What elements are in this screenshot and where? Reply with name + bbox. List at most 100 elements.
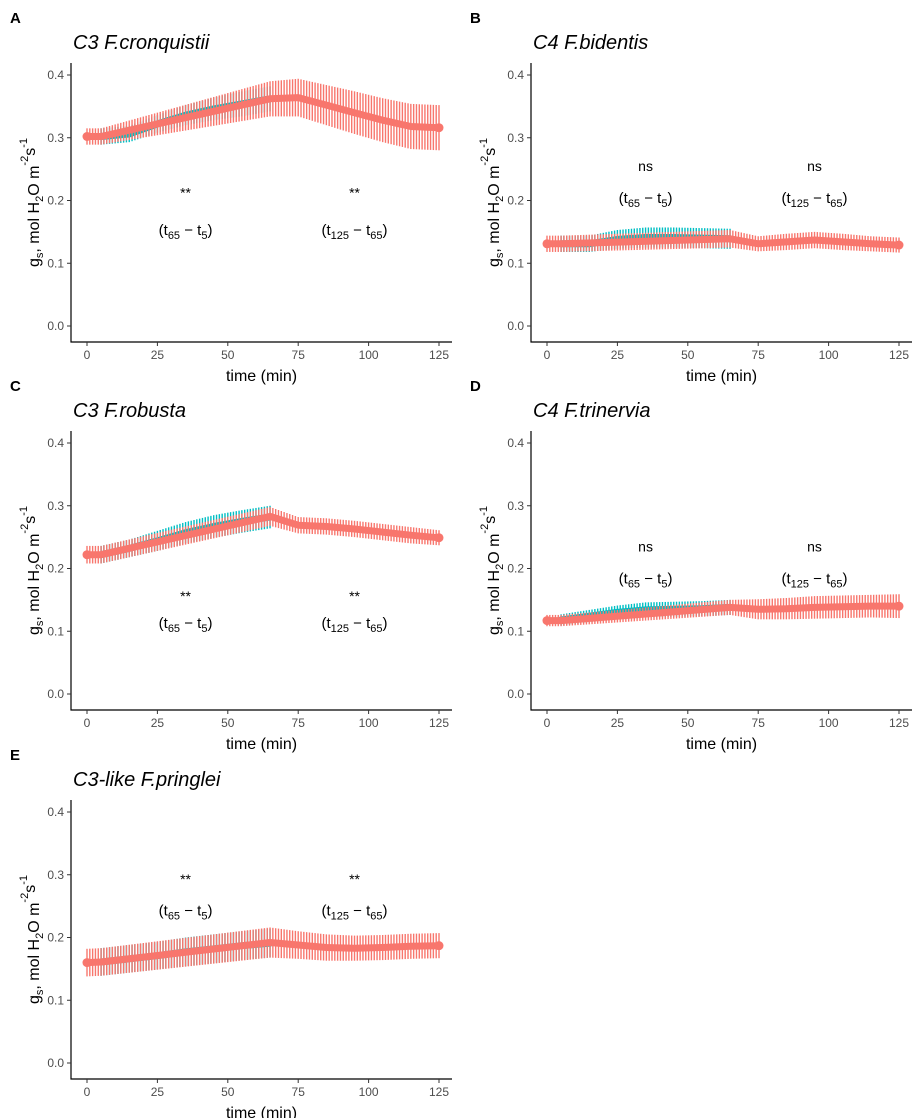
x-tick-label: 0: [544, 716, 551, 730]
significance-label: ns: [638, 539, 653, 555]
x-tick-label: 125: [429, 1085, 449, 1099]
panel-d: D C4 F.trinervia 0.0 0.1 0.2 0.3 0.4 0 25 50 75 1…: [460, 368, 912, 753]
x-tick-label: 125: [429, 348, 449, 362]
x-tick-label: 0: [84, 1085, 91, 1099]
y-tick-label: 0.4: [507, 436, 524, 450]
series-start-point: [82, 131, 92, 141]
y-ticks-a: 0.0 0.1 0.2 0.3 0.4: [47, 68, 71, 333]
comparison-label: (t65 − t5): [619, 571, 673, 591]
comparison-label: (t125 − t65): [321, 903, 387, 923]
x-tick-label: 50: [221, 1085, 235, 1099]
significance-label: **: [349, 871, 360, 887]
y-axis-title: gs, mol H2O m-2s-1: [18, 875, 46, 1004]
y-ticks-e: 0.0 0.1 0.2 0.3 0.4: [47, 805, 71, 1070]
x-ticks-a: 0 25 50 75 100 125: [84, 342, 449, 362]
axes-e: [70, 800, 452, 1080]
y-tick-label: 0.3: [47, 131, 64, 145]
y-tick-label: 0.1: [507, 256, 524, 270]
comparison-label: (t65 − t5): [159, 615, 213, 635]
significance-label: ns: [638, 158, 653, 174]
chart-b: B C4 F.bidentis 0.0 0.1 0.2 0.3 0.4 0 25 50 75 10…: [470, 10, 912, 385]
x-tick-label: 100: [359, 716, 379, 730]
y-tick-label: 0.0: [47, 1056, 64, 1070]
y-tick-label: 0.4: [47, 805, 64, 819]
x-axis-title: time (min): [686, 368, 757, 385]
significance-label: ns: [807, 539, 822, 555]
annotations-b: ns (t65 − t5) ns (t125 − t65): [619, 158, 848, 210]
axes-b: [530, 63, 912, 343]
chart-d: D C4 F.trinervia 0.0 0.1 0.2 0.3 0.4 0 25 50 75 1…: [470, 378, 912, 753]
x-tick-label: 25: [611, 716, 625, 730]
x-tick-label: 125: [889, 348, 909, 362]
y-axis-title: gs, mol H2O m-2s-1: [18, 506, 46, 635]
y-tick-label: 0.1: [507, 624, 524, 638]
x-tick-label: 0: [544, 348, 551, 362]
annotations-e: ** (t65 − t5) ** (t125 − t65): [159, 871, 388, 922]
y-ticks-d: 0.0 0.1 0.2 0.3 0.4: [507, 436, 531, 701]
y-tick-label: 0.2: [507, 562, 524, 576]
comparison-label: (t125 − t65): [321, 222, 387, 242]
series-line: [543, 602, 903, 625]
x-ticks-b: 0 25 50 75 100 125: [544, 342, 909, 362]
x-axis-title: time (min): [226, 368, 297, 385]
panel-b: B C4 F.bidentis 0.0 0.1 0.2 0.3 0.4 0 25 50 75 10…: [460, 0, 912, 385]
series-start-point: [542, 616, 552, 626]
x-tick-label: 50: [681, 348, 695, 362]
comparison-label: (t65 − t5): [619, 190, 673, 210]
y-tick-label: 0.3: [47, 868, 64, 882]
y-tick-label: 0.2: [47, 562, 64, 576]
y-tick-label: 0.4: [47, 436, 64, 450]
y-tick-label: 0.4: [507, 68, 524, 82]
x-tick-label: 75: [752, 348, 766, 362]
series-dark-d: [542, 594, 904, 627]
significance-label: **: [349, 184, 360, 200]
x-tick-label: 25: [611, 348, 625, 362]
significance-label: ns: [807, 158, 822, 174]
x-tick-label: 75: [292, 348, 306, 362]
series-end-point: [434, 941, 444, 951]
y-tick-label: 0.0: [47, 687, 64, 701]
x-tick-label: 100: [359, 348, 379, 362]
comparison-label: (t65 − t5): [159, 903, 213, 923]
chart-title-b: C4 F.bidentis: [533, 32, 648, 54]
x-axis-title: time (min): [686, 736, 757, 753]
axes-c: [70, 431, 452, 711]
x-tick-label: 125: [889, 716, 909, 730]
series-start-point: [82, 550, 92, 560]
x-tick-label: 25: [151, 716, 165, 730]
y-tick-label: 0.3: [47, 499, 64, 513]
panel-label-d: D: [470, 378, 481, 395]
y-axis-title: gs, mol H2O m-2s-1: [478, 138, 506, 267]
series-line: [83, 94, 443, 140]
annotations-a: ** (t65 − t5) ** (t125 − t65): [159, 184, 388, 242]
x-tick-label: 100: [359, 1085, 379, 1099]
series-line: [83, 939, 443, 967]
panel-label-e: E: [10, 747, 20, 764]
series-dark-c: [82, 507, 444, 564]
y-tick-label: 0.2: [507, 194, 524, 208]
series-start-point: [82, 958, 92, 968]
series-start-point: [542, 239, 552, 249]
significance-label: **: [180, 871, 191, 887]
chart-c: C C3 F.robusta 0.0 0.1 0.2 0.3 0.4 0 25 50 75 100…: [10, 378, 452, 753]
panel-a: A C3 F.cronquistii 0.0 0.1 0.2 0.3 0.4 0 25 50 7…: [0, 0, 456, 385]
panel-c: C C3 F.robusta 0.0 0.1 0.2 0.3 0.4 0 25 50 75 100…: [0, 368, 456, 753]
x-tick-label: 75: [752, 716, 766, 730]
panel-label-b: B: [470, 10, 481, 27]
series-line: [543, 235, 903, 249]
series-end-point: [894, 601, 904, 611]
annotations-d: ns (t65 − t5) ns (t125 − t65): [619, 539, 848, 591]
x-tick-label: 50: [221, 716, 235, 730]
chart-title-c: C3 F.robusta: [73, 400, 186, 422]
series-dark-b: [542, 229, 904, 253]
series-end-point: [894, 240, 904, 250]
series-end-point: [434, 533, 444, 543]
panel-label-c: C: [10, 378, 21, 395]
y-tick-label: 0.2: [47, 194, 64, 208]
comparison-label: (t125 − t65): [781, 571, 847, 591]
x-tick-label: 50: [221, 348, 235, 362]
chart-e: E C3-like F.pringlei 0.0 0.1 0.2 0.3 0.4 0 25 5…: [10, 747, 452, 1118]
x-tick-label: 100: [819, 716, 839, 730]
x-tick-label: 25: [151, 348, 165, 362]
significance-label: **: [180, 184, 191, 200]
